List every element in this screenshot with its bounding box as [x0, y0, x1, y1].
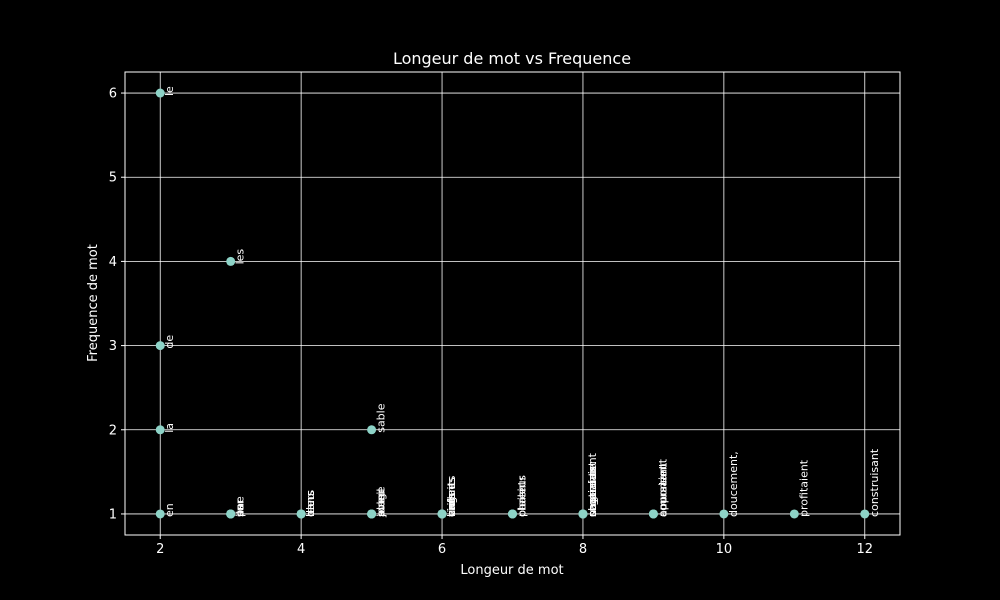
x-tick-label: 4 [297, 542, 305, 557]
y-tick-label: 4 [109, 255, 117, 270]
y-tick-label: 2 [109, 423, 117, 438]
y-axis-label: Frequence de mot [86, 244, 101, 362]
data-point [719, 509, 729, 519]
point-label: nageaient [586, 461, 599, 517]
x-tick-label: 10 [716, 542, 733, 557]
chart-title: Longeur de mot vs Frequence [393, 49, 631, 68]
point-label: par [234, 498, 247, 517]
x-tick-label: 8 [579, 542, 587, 557]
data-point [508, 509, 517, 519]
grid [125, 72, 900, 535]
point-label: brillait [445, 481, 458, 516]
data-point [226, 256, 236, 266]
data-point [155, 88, 165, 98]
point-label: couraient [656, 464, 669, 517]
data-point [155, 509, 165, 519]
point-label: sur [234, 499, 247, 517]
plot-frame [124, 71, 901, 536]
point-label: enfants [445, 475, 458, 517]
data-point [648, 509, 658, 519]
y-tick-label: 5 [109, 171, 117, 186]
x-tick-label: 2 [156, 542, 164, 557]
point-label: de [163, 335, 176, 349]
point-label: jouer [375, 488, 388, 518]
point-label: parents [516, 475, 529, 517]
y-tick-label: 6 [109, 87, 117, 102]
point-label: plage [375, 486, 388, 517]
point-label: profitaient [797, 459, 810, 517]
point-label: bleu [304, 493, 317, 517]
point-label: apportant [656, 462, 669, 517]
point-label: avec [375, 491, 388, 517]
point-label: rires [445, 492, 458, 517]
data-point [578, 509, 588, 519]
point-label: doucement, [727, 451, 740, 517]
data-point [789, 509, 799, 519]
x-tick-label: 12 [856, 542, 873, 557]
point-label: leurs [304, 490, 317, 517]
y-tick-label: 3 [109, 339, 117, 354]
point-label: plaisir [516, 483, 529, 517]
data-point [155, 425, 165, 435]
x-tick-label: 6 [438, 542, 446, 557]
point-label: ils [234, 505, 247, 517]
point-label: les [234, 249, 247, 265]
x-axis-ticks: 2 4 6 8 10 12 [156, 535, 873, 557]
point-label: amusaient [656, 458, 669, 517]
point-label: sable [375, 403, 388, 433]
data-point [860, 509, 870, 519]
point-label: soleil [375, 489, 388, 517]
point-label: le [163, 86, 176, 96]
data-points [155, 88, 870, 519]
point-label: chaleur [516, 475, 529, 517]
point-label: vagues [445, 477, 458, 517]
point-label: une [234, 496, 247, 517]
data-point [296, 509, 306, 519]
point-label: regardaient [586, 452, 599, 517]
point-label: la [163, 423, 176, 433]
point-label: chateaux [586, 465, 599, 517]
data-point [437, 509, 447, 519]
x-axis-label: Longeur de mot [460, 563, 563, 578]
point-label: ciel [445, 498, 458, 517]
point-label: souriants [586, 466, 599, 517]
data-point [367, 425, 377, 435]
point-label: en [163, 503, 176, 517]
data-point [367, 509, 377, 519]
data-point [226, 509, 236, 519]
point-label: construisant [868, 448, 881, 517]
y-tick-label: 1 [109, 507, 117, 522]
data-point [155, 341, 165, 351]
point-label: dans [304, 490, 317, 517]
y-axis-ticks: 1 2 3 4 5 6 [109, 87, 125, 522]
